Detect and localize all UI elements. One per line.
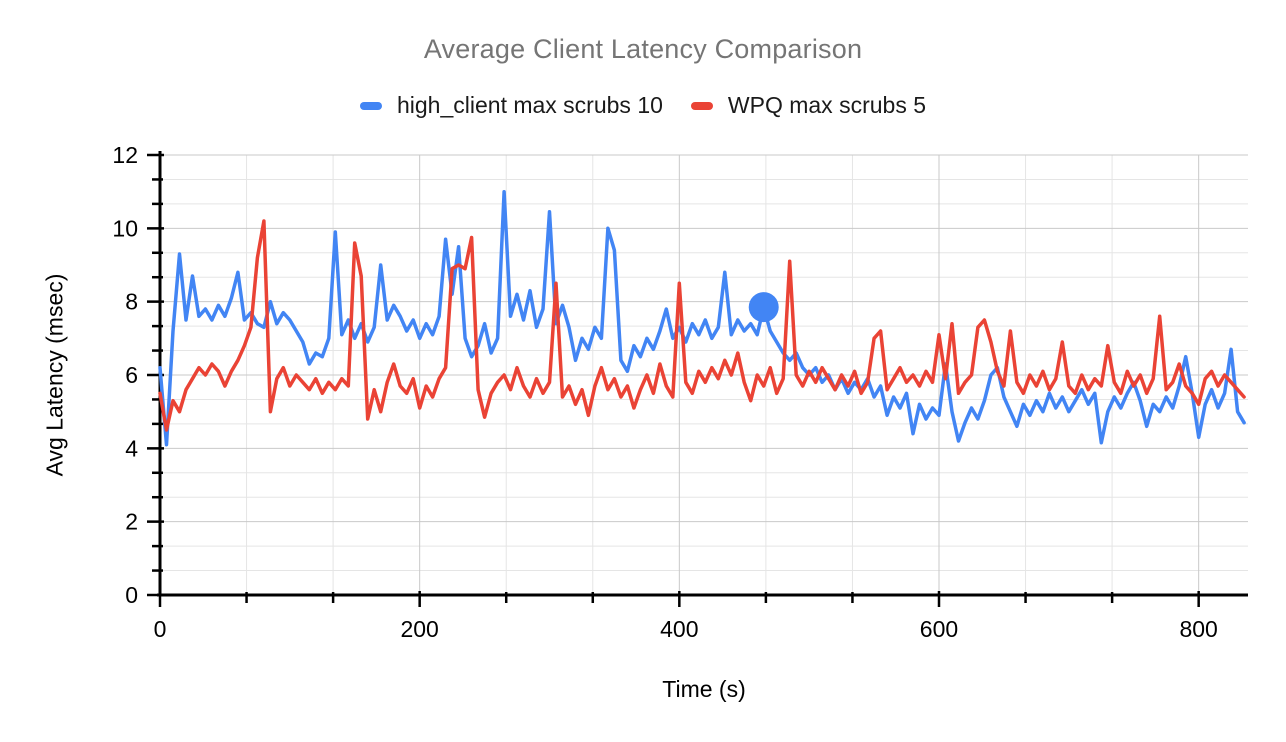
legend-item-wpq[interactable]: WPQ max scrubs 5 (690, 92, 927, 119)
svg-text:800: 800 (1179, 616, 1217, 642)
legend-label-wpq: WPQ max scrubs 5 (727, 92, 927, 118)
x-tick-labels: 0 200 400 600 800 (154, 616, 1218, 642)
svg-text:4: 4 (125, 435, 138, 461)
svg-text:10: 10 (112, 215, 138, 241)
legend: high_client max scrubs 10 WPQ max scrubs… (0, 92, 1286, 119)
legend-label-high-client: high_client max scrubs 10 (396, 92, 663, 118)
major-gridlines (160, 154, 1248, 595)
legend-swatch-wpq-icon (690, 101, 713, 110)
y-tick-labels: 0 2 4 6 8 10 12 (112, 142, 138, 608)
svg-text:8: 8 (125, 289, 138, 315)
svg-text:400: 400 (660, 616, 698, 642)
svg-text:600: 600 (920, 616, 958, 642)
svg-text:0: 0 (154, 616, 167, 642)
legend-item-high-client[interactable]: high_client max scrubs 10 (359, 92, 663, 119)
y-axis-title: Avg Latency (msec) (41, 273, 68, 477)
selected-point-marker[interactable] (748, 292, 779, 323)
svg-text:0: 0 (125, 582, 138, 608)
series-wpq-line[interactable] (158, 219, 1246, 432)
legend-swatch-high-client-icon (359, 101, 382, 110)
svg-text:200: 200 (400, 616, 438, 642)
series-high-client-line[interactable] (158, 189, 1246, 447)
svg-text:6: 6 (125, 362, 138, 388)
svg-text:2: 2 (125, 509, 138, 535)
chart-title: Average Client Latency Comparison (423, 34, 863, 64)
svg-text:12: 12 (112, 142, 138, 168)
x-axis-title: Time (s) (662, 676, 746, 702)
